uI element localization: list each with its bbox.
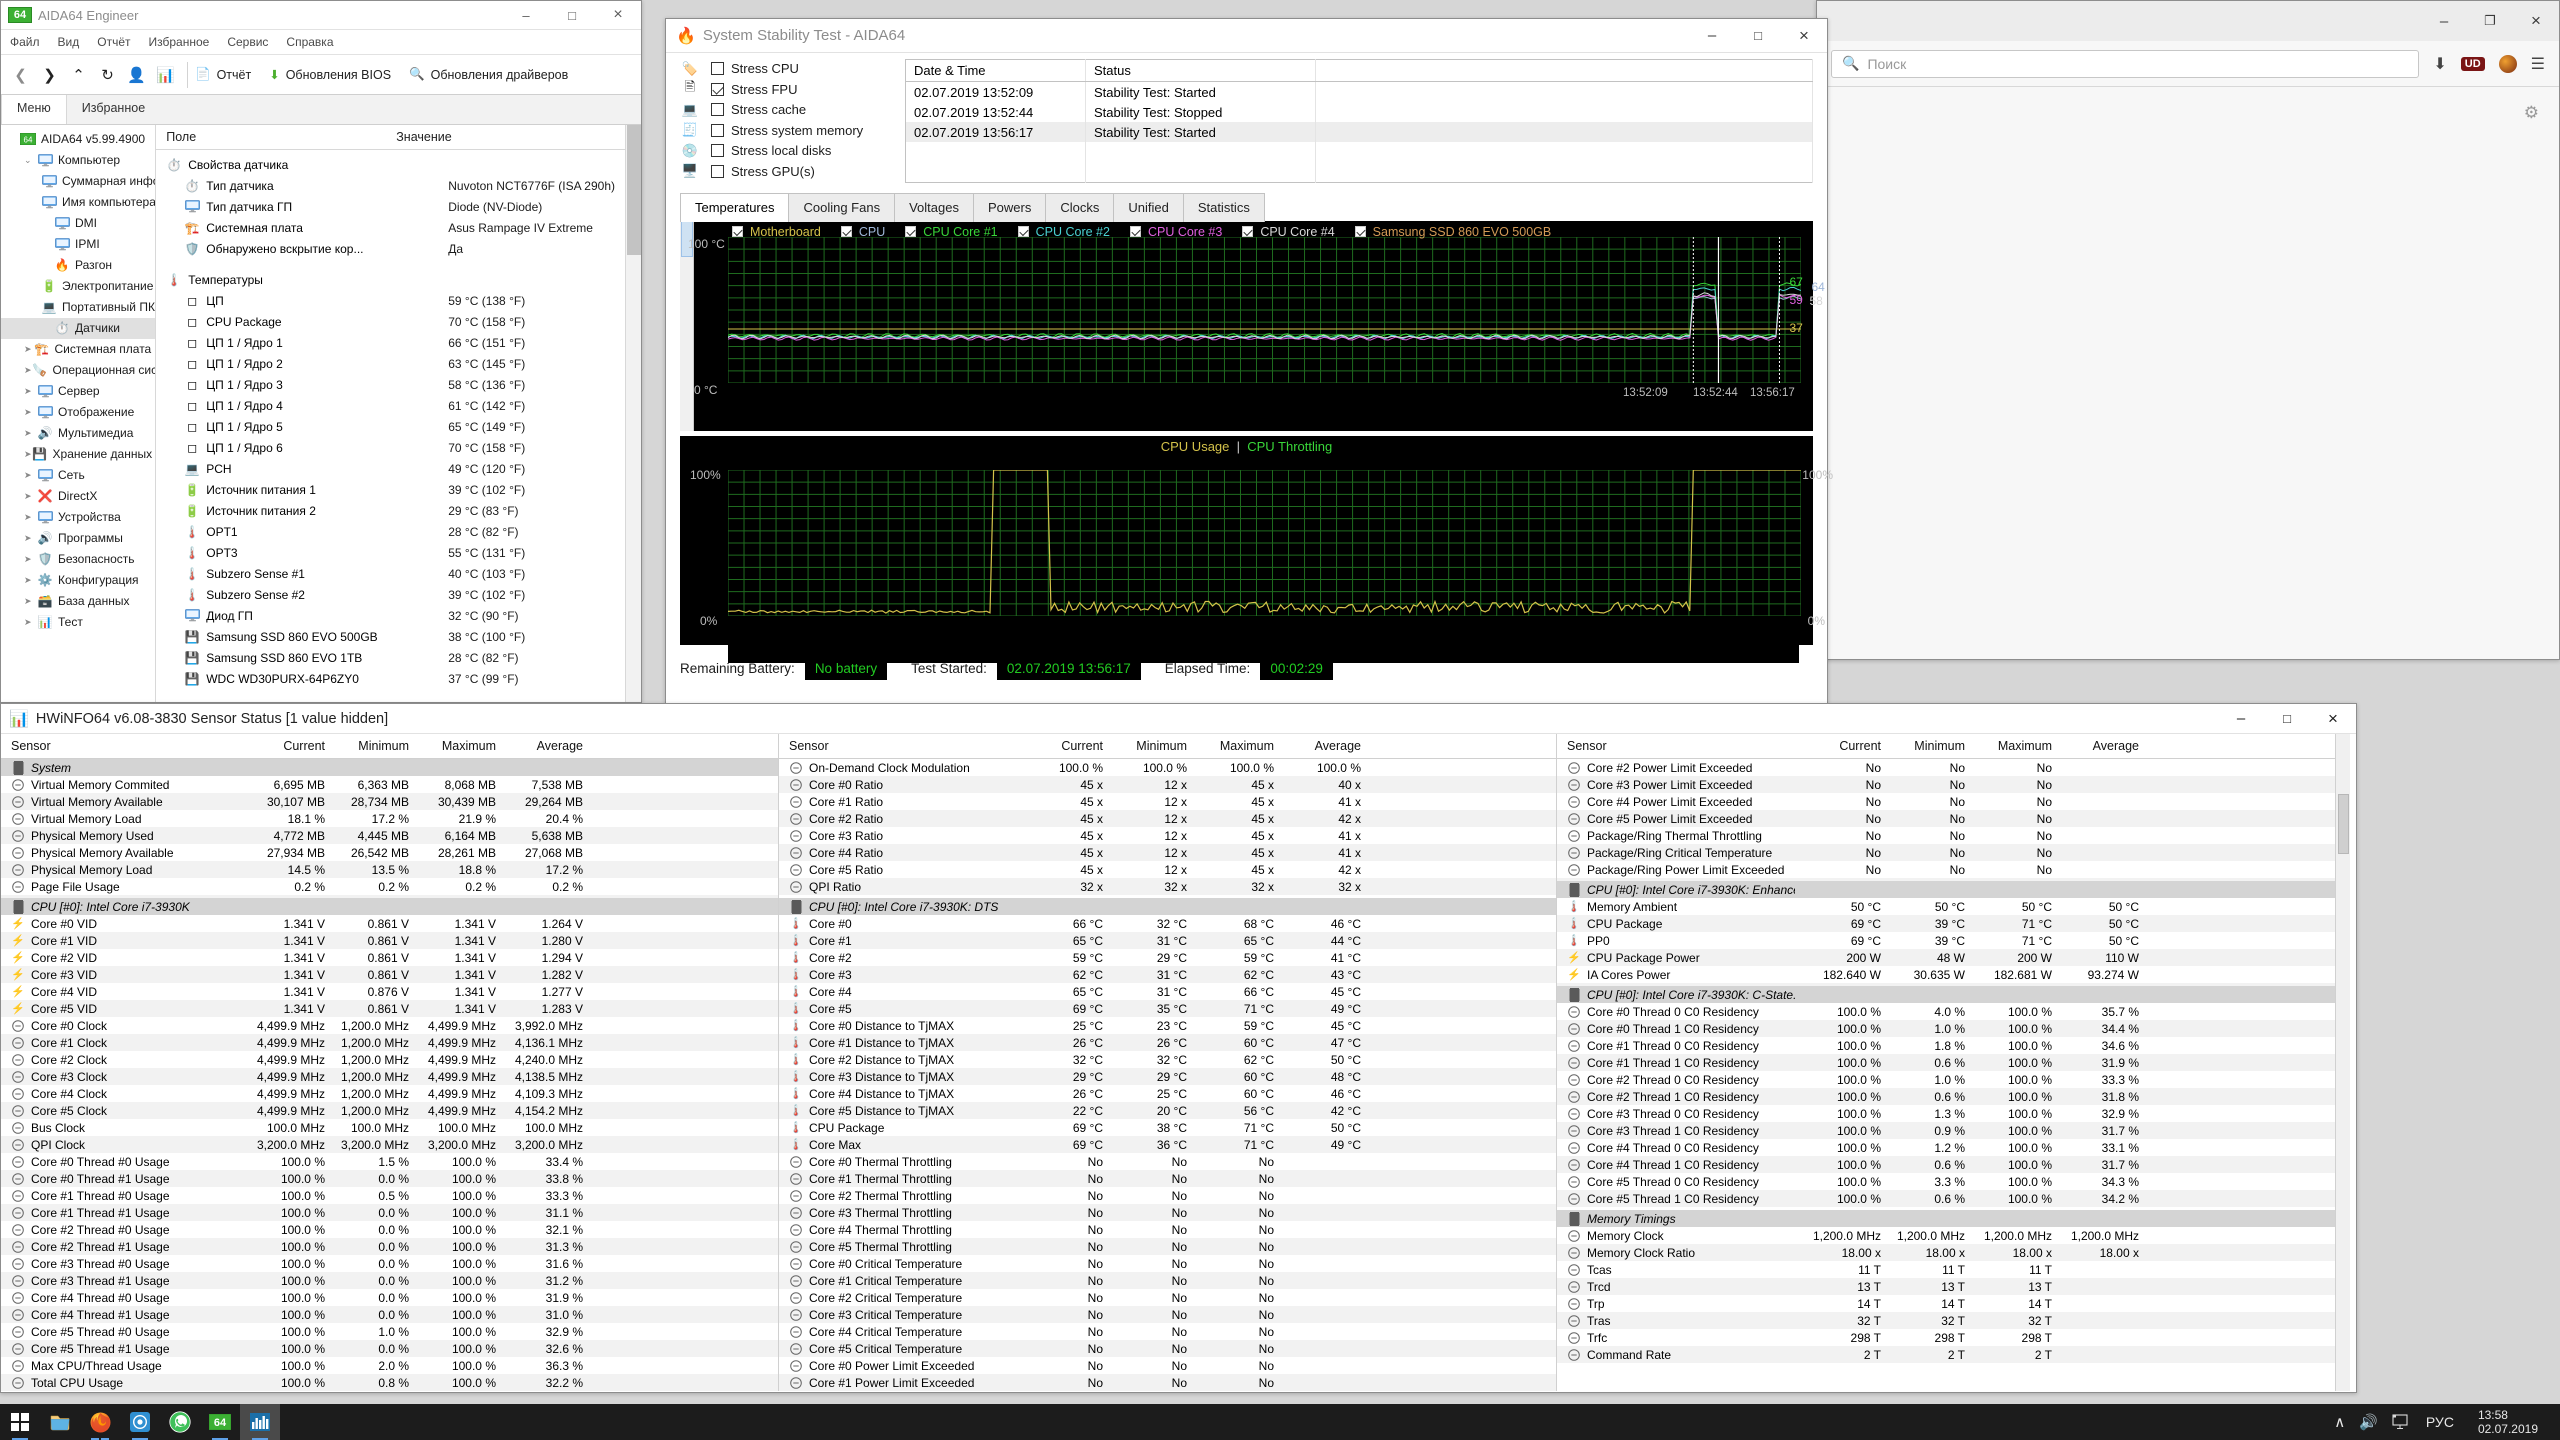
svg-text:64: 64	[24, 136, 33, 145]
svg-text:64: 64	[214, 1417, 227, 1429]
